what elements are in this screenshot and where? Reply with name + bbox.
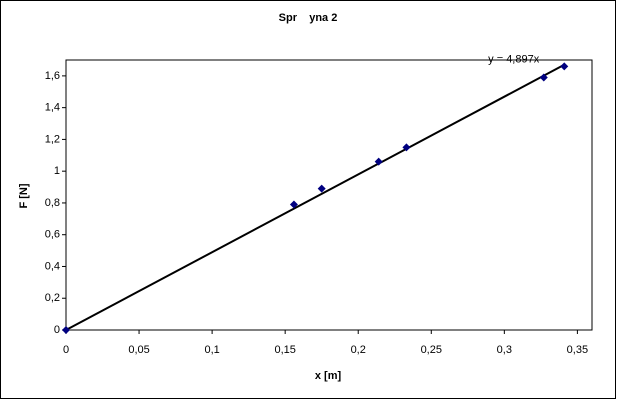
x-tick-label: 0,35 (567, 344, 588, 356)
plot-area (65, 59, 593, 331)
y-tick-label: 0 (54, 324, 60, 336)
x-tick-label: 0,05 (128, 344, 149, 356)
data-point (402, 143, 411, 152)
data-point (539, 73, 548, 82)
data-point (317, 184, 326, 193)
y-tick-label: 1,2 (45, 133, 60, 145)
y-axis-label: F [N] (18, 183, 30, 208)
x-tick-label: 0 (63, 344, 69, 356)
y-tick-label: 0,2 (45, 292, 60, 304)
x-tick-label: 0,3 (497, 344, 512, 356)
x-tick-label: 0,15 (274, 344, 295, 356)
trendline (65, 63, 565, 331)
data-point (62, 326, 70, 334)
data-point (374, 157, 383, 166)
y-tick-label: 1,4 (45, 102, 60, 114)
x-axis-label: x [m] (315, 370, 342, 382)
x-tick-label: 0,25 (421, 344, 442, 356)
trendline-label: y = 4,897x (488, 54, 540, 66)
x-tick-label: 0,1 (204, 344, 219, 356)
y-tick-label: 1 (54, 165, 60, 177)
data-point (289, 200, 298, 209)
y-tick-label: 0,4 (45, 260, 60, 272)
chart-title: Spr yna 2 (279, 12, 338, 24)
x-tick-label: 0,2 (351, 344, 366, 356)
data-point (560, 62, 569, 71)
y-tick-label: 0,8 (45, 197, 60, 209)
y-tick-label: 0,6 (45, 229, 60, 241)
y-tick-label: 1,6 (45, 70, 60, 82)
